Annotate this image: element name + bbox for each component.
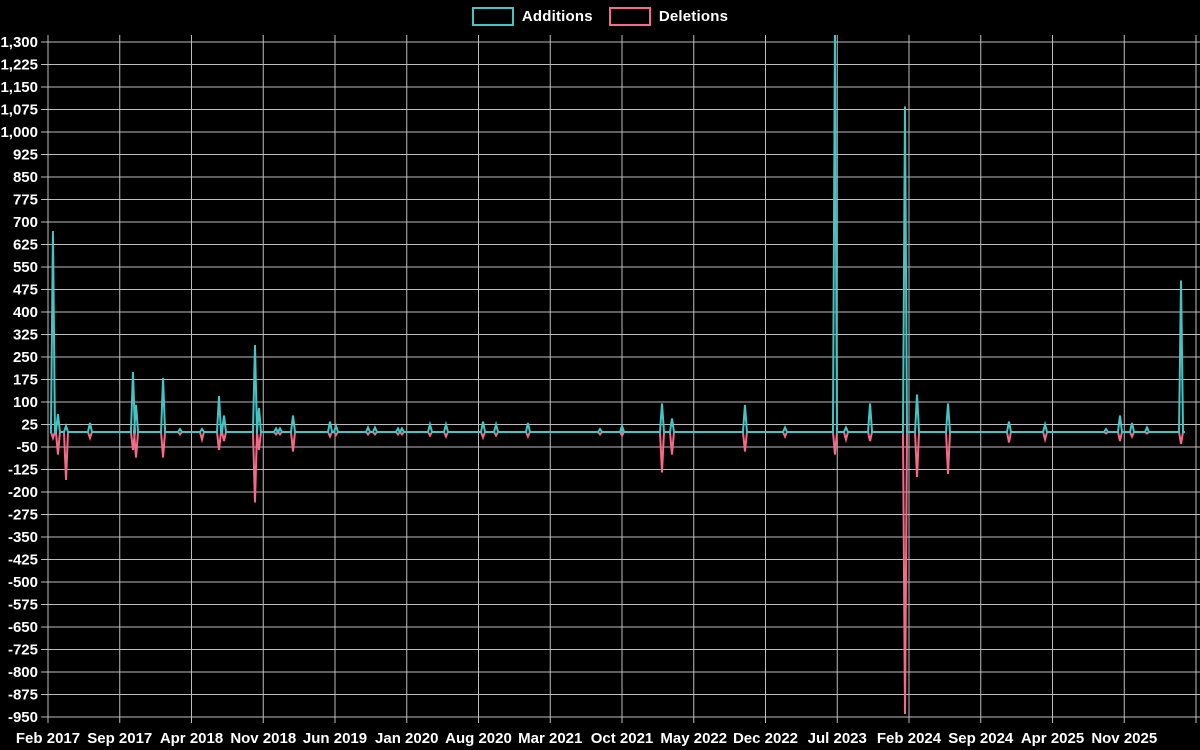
x-tick-label: Jan 2020 <box>375 730 438 747</box>
x-tick-label: Nov 2025 <box>1091 730 1157 747</box>
x-tick-label: Apr 2025 <box>1021 730 1084 747</box>
y-tick-label: -725 <box>8 642 38 659</box>
y-tick-label: 250 <box>13 349 38 366</box>
x-tick-label: May 2022 <box>660 730 727 747</box>
legend: Additions Deletions <box>0 7 1200 26</box>
y-tick-label: 1,150 <box>0 79 38 96</box>
y-tick-label: -200 <box>8 484 38 501</box>
additions-swatch-icon <box>471 7 514 26</box>
legend-item-additions[interactable]: Additions <box>471 7 593 26</box>
y-tick-label: 550 <box>13 259 38 276</box>
x-tick-label: Feb 2024 <box>877 730 942 747</box>
y-tick-label: -575 <box>8 597 38 614</box>
y-tick-label: 475 <box>13 282 38 299</box>
x-tick-label: Jun 2019 <box>303 730 367 747</box>
y-tick-label: -875 <box>8 687 38 704</box>
x-tick-label: Sep 2024 <box>948 730 1014 747</box>
y-tick-label: 775 <box>13 192 38 209</box>
x-tick-label: Sep 2017 <box>87 730 152 747</box>
y-tick-label: 25 <box>21 417 38 434</box>
y-tick-label: -275 <box>8 507 38 524</box>
legend-item-deletions[interactable]: Deletions <box>608 7 729 26</box>
y-axis-tick-labels: 1,300 1,225 1,150 1,075 1,000 925 850 775 700 625… <box>0 34 38 726</box>
legend-label-additions: Additions <box>521 8 593 25</box>
x-tick-label: Dec 2022 <box>733 730 798 747</box>
grid-lines <box>41 35 1200 723</box>
y-tick-label: -125 <box>8 462 38 479</box>
x-tick-label: Aug 2020 <box>445 730 512 747</box>
additions-series-line[interactable] <box>49 30 1185 433</box>
x-axis-tick-labels: Feb 2017 Sep 2017 Apr 2018 Nov 2018 Jun 2019… <box>16 730 1157 747</box>
y-tick-label: 850 <box>13 169 38 186</box>
y-tick-label: 400 <box>13 304 38 321</box>
y-tick-label: 1,300 <box>0 34 38 51</box>
x-tick-label: Oct 2021 <box>591 730 654 747</box>
series-lines <box>49 30 1185 715</box>
x-tick-label: Jul 2023 <box>808 730 867 747</box>
y-tick-label: -800 <box>8 664 38 681</box>
x-tick-label: Apr 2018 <box>160 730 223 747</box>
y-tick-label: 625 <box>13 237 38 254</box>
y-tick-label: 700 <box>13 214 38 231</box>
x-tick-label: Nov 2018 <box>230 730 296 747</box>
y-tick-label: -650 <box>8 619 38 636</box>
y-tick-label: 325 <box>13 327 38 344</box>
y-tick-label: 1,225 <box>0 57 38 74</box>
y-tick-label: 925 <box>13 147 38 164</box>
legend-label-deletions: Deletions <box>658 8 729 25</box>
x-tick-label: Feb 2017 <box>16 730 80 747</box>
y-tick-label: 175 <box>13 372 38 389</box>
y-tick-label: 100 <box>13 394 38 411</box>
y-tick-label: -950 <box>8 709 38 726</box>
y-tick-label: -500 <box>8 574 38 591</box>
y-tick-label: -425 <box>8 552 38 569</box>
y-tick-label: 1,075 <box>0 102 38 119</box>
y-tick-label: -350 <box>8 529 38 546</box>
y-tick-label: -50 <box>16 439 38 456</box>
deletions-swatch-icon <box>608 7 651 26</box>
y-tick-label: 1,000 <box>0 124 38 141</box>
x-tick-label: Mar 2021 <box>518 730 582 747</box>
